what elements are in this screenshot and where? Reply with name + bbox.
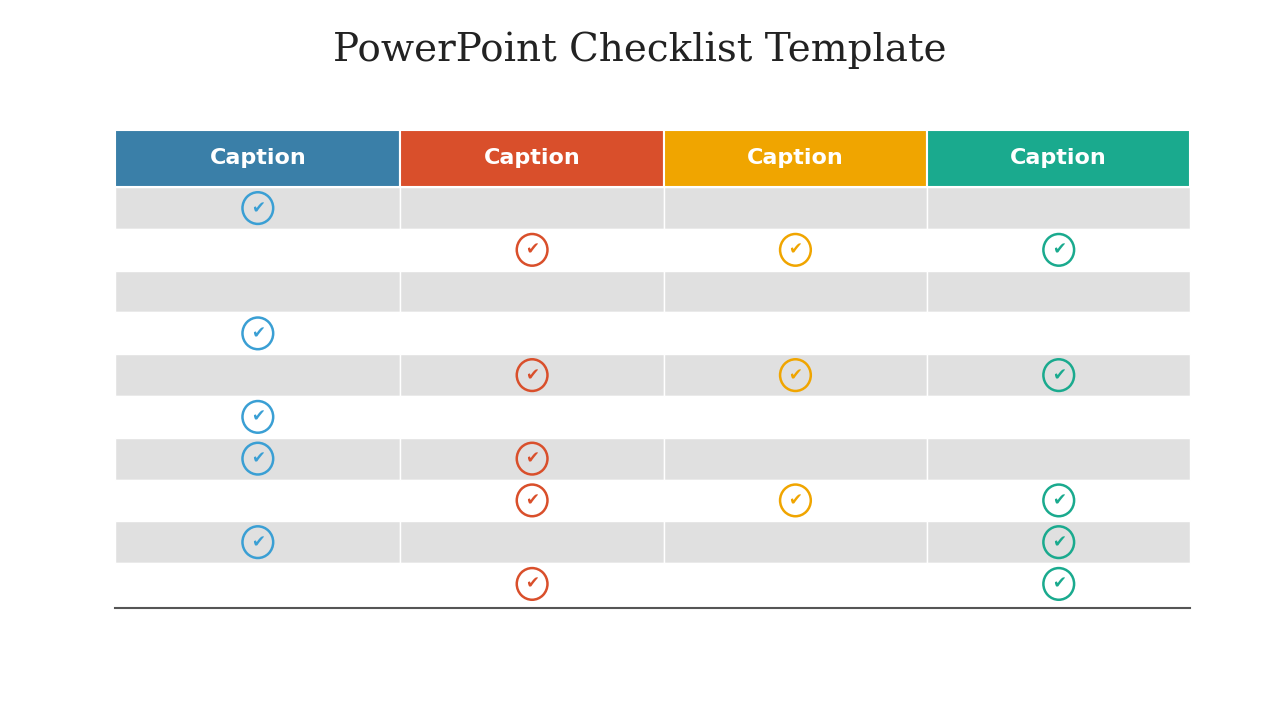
Text: ✔: ✔: [525, 492, 539, 510]
FancyBboxPatch shape: [401, 521, 664, 563]
FancyBboxPatch shape: [927, 438, 1190, 480]
FancyBboxPatch shape: [115, 563, 401, 605]
Text: ✔: ✔: [251, 199, 265, 217]
FancyBboxPatch shape: [664, 187, 927, 229]
Text: ✔: ✔: [788, 241, 803, 259]
FancyBboxPatch shape: [664, 563, 927, 605]
Text: Caption: Caption: [484, 148, 581, 168]
FancyBboxPatch shape: [664, 130, 927, 187]
FancyBboxPatch shape: [401, 438, 664, 480]
FancyBboxPatch shape: [401, 396, 664, 438]
FancyBboxPatch shape: [664, 438, 927, 480]
Text: ✔: ✔: [1052, 533, 1066, 552]
Text: ✔: ✔: [525, 449, 539, 468]
FancyBboxPatch shape: [401, 563, 664, 605]
FancyBboxPatch shape: [401, 312, 664, 354]
FancyBboxPatch shape: [927, 480, 1190, 521]
FancyBboxPatch shape: [664, 229, 927, 271]
Text: Caption: Caption: [748, 148, 844, 168]
FancyBboxPatch shape: [401, 480, 664, 521]
FancyBboxPatch shape: [664, 521, 927, 563]
Text: Caption: Caption: [210, 148, 306, 168]
FancyBboxPatch shape: [115, 480, 401, 521]
FancyBboxPatch shape: [401, 271, 664, 312]
FancyBboxPatch shape: [401, 130, 664, 187]
FancyBboxPatch shape: [115, 438, 401, 480]
FancyBboxPatch shape: [115, 396, 401, 438]
Text: ✔: ✔: [1052, 241, 1066, 259]
FancyBboxPatch shape: [401, 354, 664, 396]
Text: ✔: ✔: [251, 325, 265, 343]
FancyBboxPatch shape: [927, 563, 1190, 605]
FancyBboxPatch shape: [664, 271, 927, 312]
FancyBboxPatch shape: [664, 312, 927, 354]
FancyBboxPatch shape: [115, 271, 401, 312]
FancyBboxPatch shape: [115, 312, 401, 354]
Text: Caption: Caption: [1010, 148, 1107, 168]
FancyBboxPatch shape: [664, 480, 927, 521]
Text: ✔: ✔: [525, 366, 539, 384]
Text: ✔: ✔: [251, 408, 265, 426]
Text: ✔: ✔: [1052, 492, 1066, 510]
Text: ✔: ✔: [525, 241, 539, 259]
FancyBboxPatch shape: [927, 354, 1190, 396]
Text: ✔: ✔: [788, 366, 803, 384]
FancyBboxPatch shape: [927, 396, 1190, 438]
FancyBboxPatch shape: [927, 312, 1190, 354]
FancyBboxPatch shape: [115, 187, 401, 229]
FancyBboxPatch shape: [927, 130, 1190, 187]
FancyBboxPatch shape: [115, 130, 401, 187]
Text: ✔: ✔: [251, 449, 265, 468]
Text: ✔: ✔: [1052, 366, 1066, 384]
FancyBboxPatch shape: [927, 229, 1190, 271]
Text: PowerPoint Checklist Template: PowerPoint Checklist Template: [333, 32, 947, 69]
FancyBboxPatch shape: [115, 521, 401, 563]
FancyBboxPatch shape: [115, 229, 401, 271]
Text: ✔: ✔: [251, 533, 265, 552]
Text: ✔: ✔: [1052, 575, 1066, 593]
FancyBboxPatch shape: [401, 187, 664, 229]
FancyBboxPatch shape: [927, 271, 1190, 312]
Text: ✔: ✔: [788, 492, 803, 510]
FancyBboxPatch shape: [927, 187, 1190, 229]
FancyBboxPatch shape: [664, 396, 927, 438]
FancyBboxPatch shape: [927, 521, 1190, 563]
FancyBboxPatch shape: [401, 229, 664, 271]
Text: ✔: ✔: [525, 575, 539, 593]
FancyBboxPatch shape: [664, 354, 927, 396]
FancyBboxPatch shape: [115, 354, 401, 396]
